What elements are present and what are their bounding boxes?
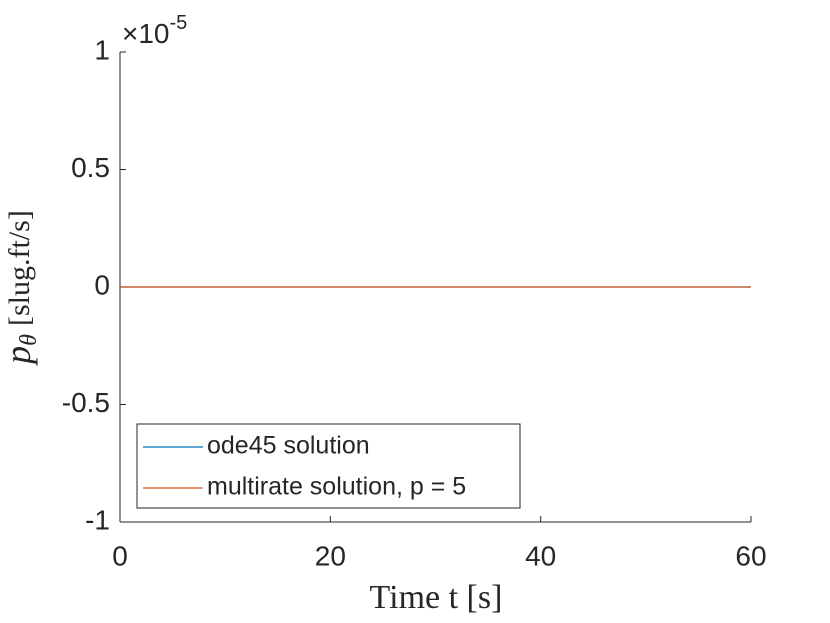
legend-label: ode45 solution <box>207 432 370 460</box>
y-label-unit: [slug.ft/s] <box>3 210 36 326</box>
y-multiplier: ×10-5 <box>122 12 187 49</box>
y-tick-label: -0.5 <box>62 387 110 418</box>
x-axis-label: Time t [s] <box>370 579 503 616</box>
y-label-symbol: p <box>0 346 38 367</box>
y-tick-label: 0.5 <box>71 152 110 183</box>
x-tick-label: 20 <box>315 540 346 571</box>
y-tick-label: 1 <box>94 34 110 65</box>
x-tick-label: 40 <box>525 540 556 571</box>
legend-label: multirate solution, p = 5 <box>207 473 466 501</box>
y-tick-label: 0 <box>94 269 110 300</box>
y-tick-label: -1 <box>85 504 110 535</box>
x-tick-label: 0 <box>112 540 128 571</box>
legend-box <box>136 423 521 509</box>
multiplier-base: ×10 <box>122 18 170 49</box>
x-tick-label: 60 <box>735 540 766 571</box>
y-axis-label: pθ [slug.ft/s] <box>0 210 42 367</box>
y-label-subscript: θ <box>16 334 42 346</box>
multiplier-exponent: -5 <box>170 12 188 34</box>
